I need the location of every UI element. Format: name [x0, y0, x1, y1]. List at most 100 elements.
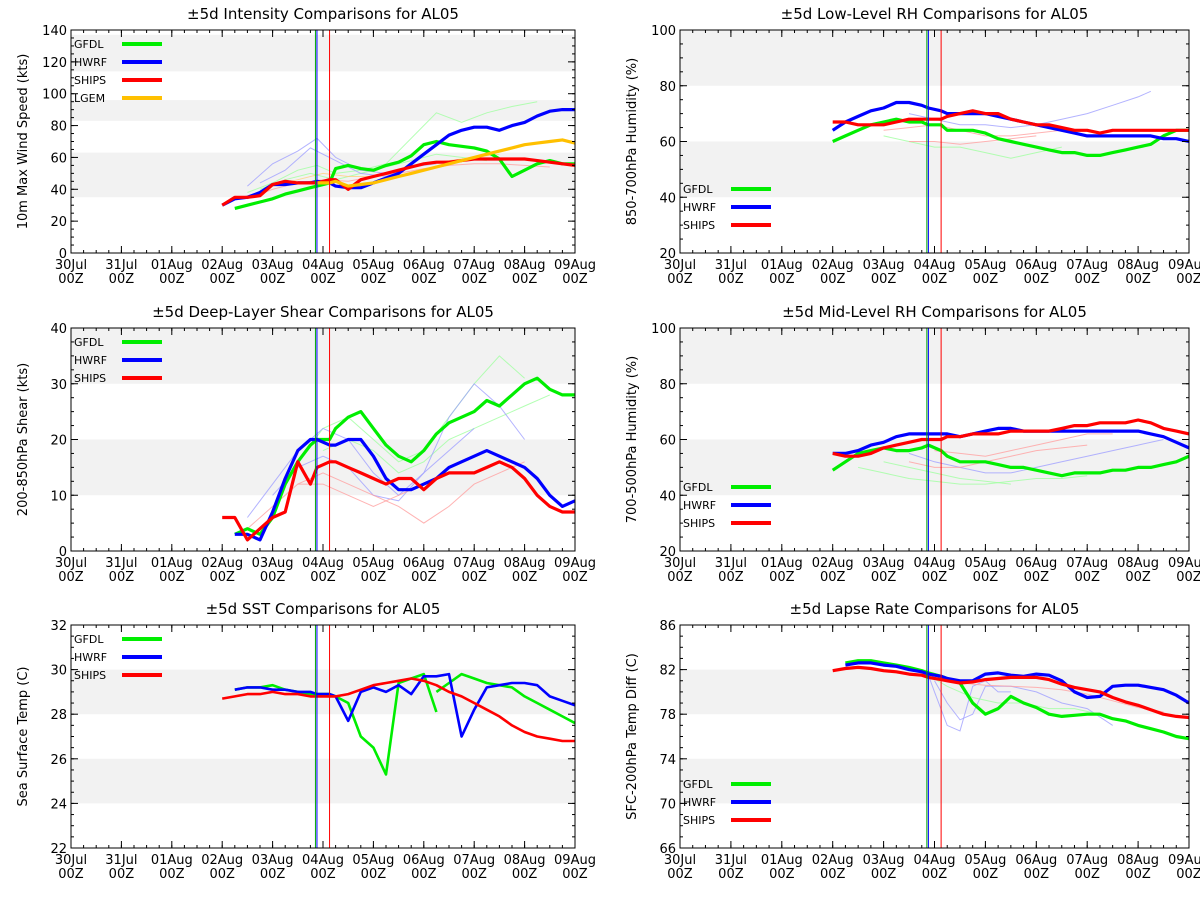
- intensity-ytick-label: 20: [50, 215, 67, 230]
- low-level-rh-xtick-label-day: 30Jul: [664, 258, 696, 273]
- lapse-rate-series-gfdl: [845, 659, 1189, 741]
- low-level-rh-band-1: [680, 30, 1189, 86]
- intensity-xtick-label-hour: 00Z: [361, 272, 387, 287]
- mid-level-rh-faint-trace-4: [934, 433, 1113, 457]
- mid-level-rh-faint-trace-2: [908, 439, 1164, 474]
- sst-legend-label-gfdl: GFDL: [74, 633, 104, 646]
- low-level-rh-xtick-label-hour: 00Z: [922, 272, 948, 287]
- lapse-rate-faint-trace-2: [928, 674, 1101, 715]
- low-level-rh-faint-trace-3: [909, 135, 1037, 145]
- mid-level-rh-series-ships: [832, 418, 1189, 458]
- lapse-rate-faint-trace-0: [927, 675, 1011, 732]
- intensity-xtick-label-day: 08Aug: [504, 258, 546, 273]
- intensity-xtick-label-day: 02Aug: [201, 258, 243, 273]
- deep-layer-shear-band-0: [71, 439, 575, 496]
- lapse-rate-ytick-label: 70: [659, 797, 676, 812]
- sst-band-0: [71, 758, 575, 804]
- intensity-legend-label-lgem: LGEM: [74, 92, 105, 105]
- mid-level-rh-plot-area: [831, 418, 1189, 485]
- mid-level-rh-xtick-label-hour: 00Z: [1074, 570, 1100, 585]
- mid-level-rh-xtick-label-hour: 00Z: [871, 570, 897, 585]
- lapse-rate-ytick-label: 74: [659, 753, 676, 768]
- sst-xtick-label-day: 06Aug: [403, 853, 445, 868]
- low-level-rh-xtick-label-hour: 00Z: [769, 272, 795, 287]
- lapse-rate-legend-label-ships: SHIPS: [683, 814, 715, 827]
- low-level-rh-xtick-label-day: 03Aug: [863, 258, 905, 273]
- low-level-rh-xtick-label-hour: 00Z: [871, 272, 897, 287]
- lapse-rate-ytick-label: 82: [659, 664, 676, 679]
- sst-ytick-label: 32: [50, 619, 67, 634]
- deep-layer-shear-xtick-label-day: 31Jul: [105, 556, 137, 571]
- deep-layer-shear-ylabel: 200-850hPa Shear (kts): [16, 363, 31, 516]
- deep-layer-shear-xtick-label-hour: 00Z: [562, 570, 588, 585]
- sst-series-gfdl-late: [435, 672, 575, 725]
- sst-xtick-label-day: 01Aug: [151, 853, 193, 868]
- deep-layer-shear-legend: GFDL HWRF SHIPS: [74, 336, 162, 385]
- intensity-legend-label-ships: SHIPS: [74, 74, 106, 87]
- lapse-rate-xtick-label-day: 31Jul: [715, 853, 747, 868]
- deep-layer-shear-xtick-label-hour: 00Z: [159, 570, 185, 585]
- deep-layer-shear-xtick-label-day: 01Aug: [151, 556, 193, 571]
- intensity-xtick-label-day: 04Aug: [302, 258, 344, 273]
- low-level-rh-xtick-label-day: 07Aug: [1066, 258, 1108, 273]
- intensity-xtick-label-day: 05Aug: [352, 258, 394, 273]
- sst-ytick-label: 24: [50, 797, 67, 812]
- sst-ytick-label: 30: [50, 664, 67, 679]
- mid-level-rh-series-hwrf: [832, 426, 1189, 455]
- mid-level-rh-xtick-label-day: 04Aug: [914, 556, 956, 571]
- intensity-xtick-label-day: 07Aug: [453, 258, 495, 273]
- sst-band-1: [71, 669, 575, 715]
- low-level-rh-xtick-label-hour: 00Z: [1125, 272, 1151, 287]
- sst-legend-label-hwrf: HWRF: [74, 651, 107, 664]
- intensity-series-lgem: [317, 138, 575, 188]
- deep-layer-shear-panel: 01020304030Jul00Z31Jul00Z01Aug00Z02Aug00…: [16, 303, 596, 585]
- sst-xtick-label-hour: 00Z: [58, 867, 84, 882]
- lapse-rate-xtick-label-day: 05Aug: [964, 853, 1006, 868]
- lapse-rate-ytick-label: 66: [659, 842, 676, 857]
- deep-layer-shear-faint-trace-0: [297, 355, 525, 463]
- lapse-rate-xtick-label-day: 04Aug: [914, 853, 956, 868]
- intensity-xtick-label-hour: 00Z: [209, 272, 235, 287]
- mid-level-rh-xtick-label-hour: 00Z: [922, 570, 948, 585]
- deep-layer-shear-xtick-label-day: 09Aug: [554, 556, 596, 571]
- mid-level-rh-xtick-label-day: 01Aug: [761, 556, 803, 571]
- mid-level-rh-faint-trace-1: [883, 461, 1011, 485]
- deep-layer-shear-xtick-label-day: 05Aug: [352, 556, 394, 571]
- low-level-rh-legend-label-gfdl: GFDL: [683, 183, 713, 196]
- deep-layer-shear-xtick-label-day: 30Jul: [55, 556, 87, 571]
- lapse-rate-legend-label-gfdl: GFDL: [683, 778, 713, 791]
- deep-layer-shear-xtick-label-hour: 00Z: [361, 570, 387, 585]
- sst-xtick-label-hour: 00Z: [310, 867, 336, 882]
- low-level-rh-xtick-label-day: 01Aug: [761, 258, 803, 273]
- mid-level-rh-legend-label-ships: SHIPS: [683, 517, 715, 530]
- intensity-xtick-label-hour: 00Z: [109, 272, 135, 287]
- low-level-rh-plot-area: [831, 90, 1189, 159]
- sst-xtick-label-day: 31Jul: [105, 853, 137, 868]
- mid-level-rh-ytick-label: 40: [659, 489, 676, 504]
- deep-layer-shear-xtick-label-hour: 00Z: [209, 570, 235, 585]
- sst-xtick-label-day: 04Aug: [302, 853, 344, 868]
- intensity-xtick-label-hour: 00Z: [562, 272, 588, 287]
- sst-xtick-label-hour: 00Z: [461, 867, 487, 882]
- intensity-band-2: [71, 34, 575, 72]
- sst-ytick-label: 28: [50, 708, 67, 723]
- lapse-rate-faint-trace-3: [934, 678, 1164, 713]
- deep-layer-shear-ytick-label: 40: [50, 322, 67, 337]
- lapse-rate-xtick-label-hour: 00Z: [1176, 867, 1200, 882]
- mid-level-rh-xtick-label-hour: 00Z: [1024, 570, 1050, 585]
- intensity-xtick-label-day: 03Aug: [252, 258, 294, 273]
- sst-ylabel: Sea Surface Temp (C): [16, 666, 31, 806]
- mid-level-rh-xtick-label-day: 06Aug: [1015, 556, 1057, 571]
- sst-ytick-label: 22: [50, 842, 67, 857]
- deep-layer-shear-legend-label-gfdl: GFDL: [74, 336, 104, 349]
- sst-xtick-label-day: 09Aug: [554, 853, 596, 868]
- lapse-rate-xtick-label-hour: 00Z: [667, 867, 693, 882]
- mid-level-rh-faint-trace-0: [857, 466, 1088, 485]
- lapse-rate-xtick-label-day: 08Aug: [1117, 853, 1159, 868]
- sst-xtick-label-day: 05Aug: [352, 853, 394, 868]
- lapse-rate-band-0: [680, 758, 1189, 804]
- deep-layer-shear-xtick-label-hour: 00Z: [461, 570, 487, 585]
- lapse-rate-plot-area: [832, 659, 1189, 741]
- deep-layer-shear-xtick-label-hour: 00Z: [411, 570, 437, 585]
